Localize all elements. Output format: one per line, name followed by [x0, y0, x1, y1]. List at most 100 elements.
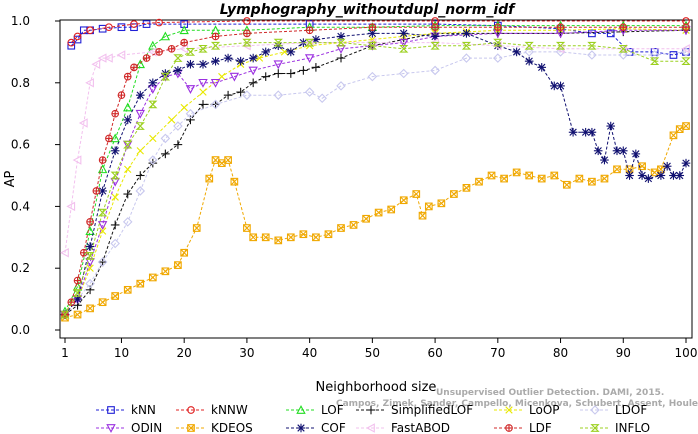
chart-title: Lymphography_withoutdupl_norm_idf: [220, 2, 516, 18]
data-point: [362, 215, 370, 223]
data-point: [525, 171, 533, 180]
data-point: [649, 50, 660, 60]
legend-label: LoOP: [529, 403, 560, 417]
data-point: [173, 54, 183, 62]
data-point: [362, 214, 370, 223]
data-point: [619, 147, 627, 155]
data-point: [110, 171, 120, 180]
data-point: [98, 298, 107, 307]
data-point: [349, 221, 358, 229]
data-point: [538, 174, 546, 183]
data-point: [669, 131, 678, 140]
data-point: [669, 51, 678, 59]
legend-item: kNN: [96, 403, 156, 417]
data-point: [135, 122, 145, 130]
data-point: [387, 205, 396, 214]
data-point: [337, 224, 345, 232]
x-axis: 1 10 20 30 40 50 60 70 80 90 100: [61, 338, 697, 360]
data-point: [287, 48, 295, 56]
data-point: [317, 93, 327, 104]
data-point: [236, 57, 245, 65]
data-point: [123, 140, 133, 149]
y-tick-label: 0.8: [11, 76, 30, 90]
x-tick-label: 100: [675, 346, 698, 360]
data-point: [556, 82, 565, 90]
data-point: [73, 32, 82, 41]
x-tick-label: 30: [239, 346, 254, 360]
x-tick-label: 90: [616, 346, 631, 360]
data-point: [110, 238, 120, 249]
data-point: [224, 54, 232, 62]
data-point: [274, 236, 283, 245]
data-point: [524, 47, 534, 57]
data-point: [681, 57, 691, 66]
data-point: [187, 424, 195, 432]
legend-item: INFLO: [580, 421, 650, 434]
x-axis-label: Neighborhood size: [316, 380, 437, 395]
data-point: [123, 285, 132, 294]
data-point: [657, 171, 665, 180]
data-point: [588, 29, 596, 38]
data-point: [243, 17, 251, 25]
data-point: [676, 125, 684, 133]
data-point: [368, 29, 377, 38]
data-point: [135, 59, 145, 69]
data-point: [600, 174, 609, 183]
data-point: [500, 174, 508, 183]
series-knnw: [67, 17, 690, 47]
data-point: [110, 133, 120, 143]
data-point: [524, 41, 534, 50]
data-point: [462, 184, 471, 192]
data-point: [85, 251, 95, 260]
data-point: [487, 171, 496, 180]
data-point: [374, 208, 383, 217]
data-point: [262, 233, 270, 241]
data-point: [185, 48, 196, 56]
series-line: [64, 42, 686, 253]
data-point: [588, 177, 596, 186]
y-tick-label: 0.4: [11, 199, 30, 213]
data-point: [174, 261, 182, 269]
data-point: [124, 286, 132, 294]
data-point: [230, 177, 239, 186]
legend-item: SimplifiedLOF: [356, 403, 473, 417]
data-point: [431, 32, 439, 41]
data-point: [412, 190, 420, 198]
data-point: [462, 184, 471, 192]
data-point: [86, 264, 94, 272]
data-point: [286, 233, 295, 242]
x-tick-label: 10: [114, 346, 129, 360]
data-point: [98, 227, 107, 235]
data-point: [86, 304, 94, 313]
data-point: [160, 31, 171, 41]
x-tick-label: 60: [427, 346, 442, 360]
data-point: [273, 38, 283, 47]
data-point: [681, 44, 690, 54]
legend-label: INFLO: [615, 421, 650, 434]
data-point: [97, 221, 108, 230]
data-point: [461, 53, 472, 63]
data-point: [337, 32, 345, 41]
data-point: [185, 85, 196, 94]
data-point: [287, 233, 295, 241]
data-point: [681, 47, 691, 57]
data-point: [538, 63, 546, 72]
data-point: [299, 230, 308, 239]
series-line: [64, 42, 686, 315]
data-point: [86, 242, 94, 251]
y-tick-label: 0.6: [11, 138, 30, 152]
data-point: [337, 224, 345, 232]
series-kdeos: [61, 122, 690, 322]
data-point: [86, 26, 94, 35]
data-point: [273, 60, 283, 70]
data-point: [249, 233, 257, 241]
x-tick-label: 70: [490, 346, 505, 360]
data-point: [569, 128, 577, 136]
data-point: [60, 310, 70, 319]
data-point: [590, 424, 600, 432]
data-point: [587, 41, 597, 50]
data-point: [149, 134, 157, 143]
data-point: [512, 168, 521, 177]
series-line: [64, 28, 687, 315]
data-point: [650, 168, 659, 177]
